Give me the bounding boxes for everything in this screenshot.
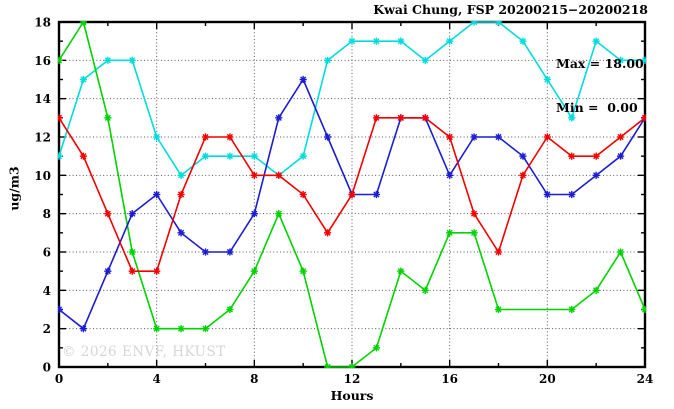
svg-text:16: 16 (441, 372, 458, 386)
svg-text:0: 0 (43, 361, 51, 375)
svg-text:12: 12 (344, 372, 361, 386)
svg-text:4: 4 (43, 284, 51, 298)
min-value-label: Min = 0.00 (556, 99, 638, 115)
watermark: © 2026 ENVF, HKUST (62, 344, 226, 360)
y-tick-labels: 0 2 4 6 8 10 12 14 16 18 (34, 16, 51, 375)
svg-text:8: 8 (250, 372, 258, 386)
svg-text:20: 20 (539, 372, 556, 386)
red-series (58, 114, 646, 275)
x-tick-labels: 0 4 8 12 16 20 24 (55, 372, 654, 386)
svg-text:12: 12 (34, 131, 51, 145)
max-value-label: Max = 18.00 (556, 56, 644, 71)
svg-text:18: 18 (34, 16, 51, 30)
svg-text:6: 6 (43, 246, 51, 260)
svg-text:8: 8 (43, 207, 51, 221)
svg-text:2: 2 (43, 322, 51, 336)
green-series-markers (58, 21, 646, 368)
x-axis-label: Hours (330, 388, 374, 403)
svg-text:0: 0 (55, 372, 63, 386)
gridlines (59, 22, 645, 367)
y-axis-label: ug/m3 (6, 166, 22, 211)
svg-text:14: 14 (34, 92, 51, 106)
chart-title: Kwai Chung, FSP 20200215−20200218 (373, 2, 648, 17)
green-series (58, 21, 646, 368)
svg-text:24: 24 (637, 372, 654, 386)
red-series-markers (58, 114, 646, 275)
svg-text:10: 10 (34, 169, 51, 183)
max-min-annotation: Max = 18.00 Min = 0.00 (556, 28, 644, 144)
cyan-series (58, 21, 646, 179)
svg-text:4: 4 (152, 372, 160, 386)
svg-text:16: 16 (34, 54, 51, 68)
cyan-series-markers (58, 21, 646, 179)
